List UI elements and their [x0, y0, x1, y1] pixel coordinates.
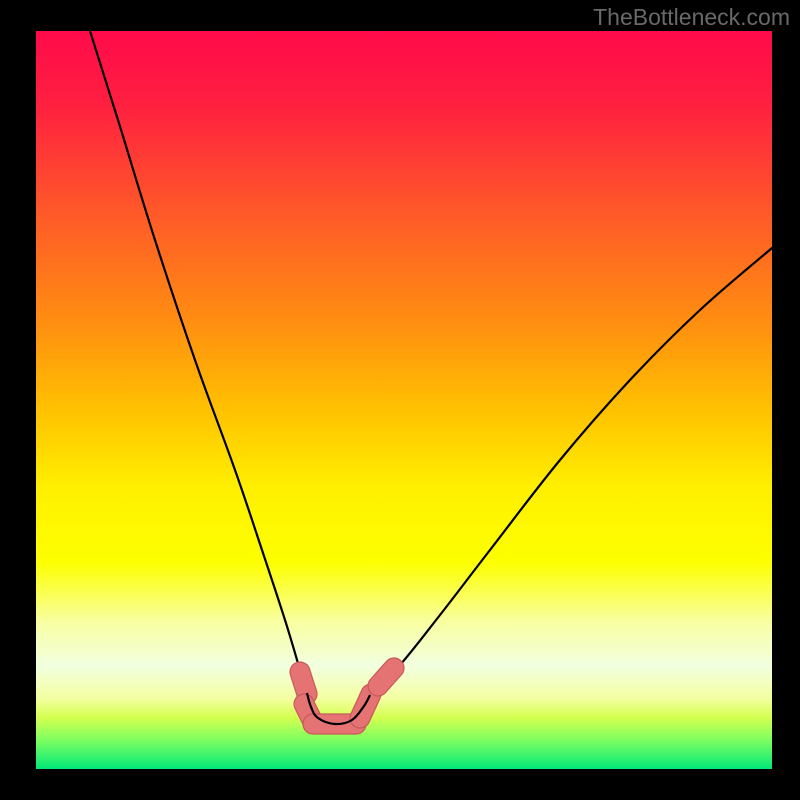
watermark-text: TheBottleneck.com	[593, 4, 790, 31]
gradient-background	[36, 31, 772, 769]
bottleneck-curve-chart	[36, 31, 772, 769]
plot-area	[36, 31, 772, 769]
